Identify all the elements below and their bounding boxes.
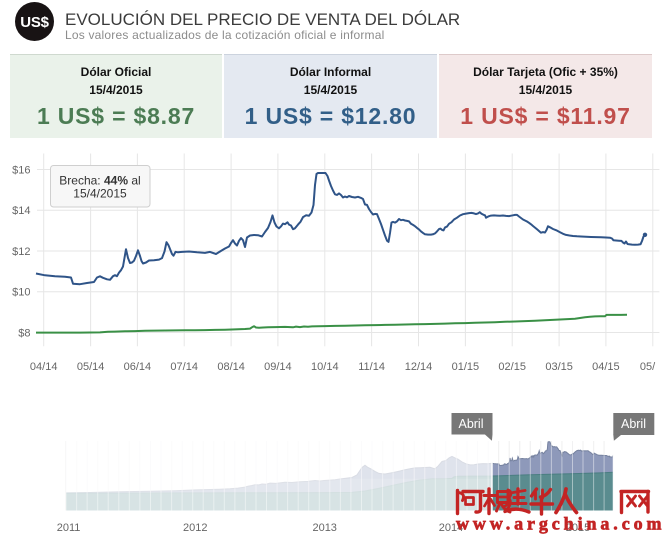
svg-text:07/14: 07/14 — [170, 361, 198, 373]
svg-text:$14: $14 — [12, 205, 30, 217]
svg-text:$16: $16 — [12, 164, 30, 176]
svg-text:$12: $12 — [12, 246, 30, 258]
svg-text:04/15: 04/15 — [592, 361, 620, 373]
svg-text:04/14: 04/14 — [30, 361, 58, 373]
svg-text:www.argchina.com: www.argchina.com — [456, 514, 663, 534]
svg-text:12/14: 12/14 — [405, 361, 433, 373]
svg-text:08/14: 08/14 — [217, 361, 245, 373]
svg-text:$8: $8 — [18, 327, 30, 339]
svg-text:2013: 2013 — [312, 522, 336, 534]
svg-text:Brecha: 44% al: Brecha: 44% al — [59, 174, 140, 188]
svg-text:09/14: 09/14 — [264, 361, 292, 373]
svg-text:11/14: 11/14 — [358, 361, 385, 373]
svg-text:2014: 2014 — [439, 522, 463, 534]
svg-text:01/15: 01/15 — [452, 361, 480, 373]
svg-text:2011: 2011 — [57, 522, 81, 534]
svg-text:10/14: 10/14 — [311, 361, 339, 373]
svg-text:06/14: 06/14 — [124, 361, 152, 373]
svg-text:05/: 05/ — [640, 361, 656, 373]
svg-text:$10: $10 — [12, 287, 30, 299]
svg-text:2015: 2015 — [566, 522, 590, 534]
svg-text:05/14: 05/14 — [77, 361, 105, 373]
svg-text:Abril: Abril — [621, 417, 646, 431]
svg-text:02/15: 02/15 — [498, 361, 526, 373]
svg-text:15/4/2015: 15/4/2015 — [73, 187, 127, 201]
svg-text:Abril: Abril — [458, 417, 483, 431]
svg-text:2012: 2012 — [183, 522, 207, 534]
svg-text:03/15: 03/15 — [545, 361, 573, 373]
